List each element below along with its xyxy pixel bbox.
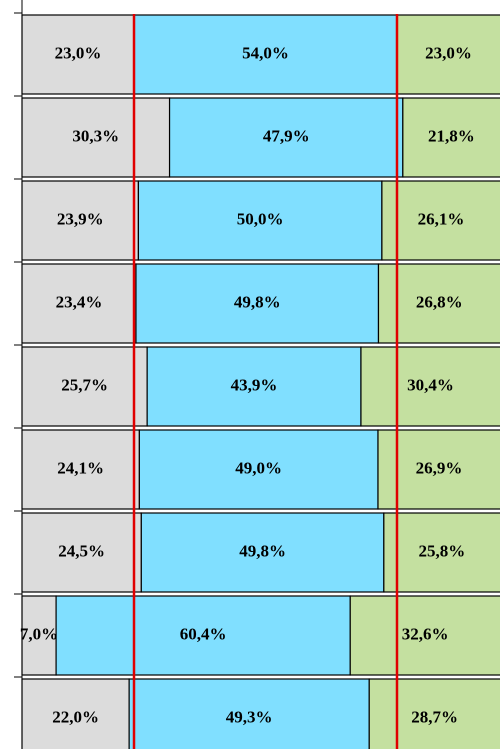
bar-segment [128, 678, 370, 749]
value-label: 25,8% [419, 541, 466, 560]
bar-segment [383, 512, 500, 593]
value-label: 49,0% [235, 458, 282, 477]
value-label: 24,5% [58, 541, 105, 560]
value-label: 32,6% [402, 624, 449, 643]
value-label: 26,1% [418, 209, 465, 228]
value-label: 7,0% [20, 624, 58, 643]
value-label: 54,0% [242, 43, 289, 62]
value-label: 49,3% [226, 707, 273, 726]
value-label: 25,7% [61, 375, 108, 394]
bar-segment [349, 595, 500, 676]
value-label: 47,9% [263, 126, 310, 145]
bar-segment [360, 346, 500, 427]
value-label: 23,0% [425, 43, 472, 62]
value-label: 22,0% [52, 707, 99, 726]
bar-segment [55, 595, 351, 676]
value-label: 30,4% [407, 375, 454, 394]
value-label: 23,9% [57, 209, 104, 228]
value-label: 43,9% [231, 375, 278, 394]
bar-segment [368, 678, 500, 749]
value-label: 23,4% [56, 292, 103, 311]
bar-segment [137, 180, 383, 261]
value-label: 24,1% [57, 458, 104, 477]
bar-segment [21, 429, 140, 510]
bar-segment [168, 97, 404, 178]
value-label: 28,7% [411, 707, 458, 726]
bar-segment [381, 180, 500, 261]
value-label: 49,8% [239, 541, 286, 560]
value-label: 30,3% [72, 126, 119, 145]
bar-segment [21, 14, 135, 95]
value-label: 26,8% [416, 292, 463, 311]
bar-segment [21, 180, 139, 261]
bar-segment [21, 97, 171, 178]
bar-segment [377, 429, 500, 510]
bar-segment [21, 263, 137, 344]
value-label: 23,0% [55, 43, 102, 62]
bar-segment [138, 429, 379, 510]
bar-segment [402, 97, 500, 178]
value-label: 49,8% [234, 292, 281, 311]
bar-segment [135, 263, 380, 344]
value-label: 60,4% [180, 624, 227, 643]
value-label: 26,9% [416, 458, 463, 477]
bar-segment [21, 595, 57, 676]
value-label: 50,0% [237, 209, 284, 228]
bar-segment [21, 678, 130, 749]
bar-segment [377, 263, 500, 344]
bar-segment [133, 14, 398, 95]
value-label: 21,8% [428, 126, 475, 145]
bar-segment [140, 512, 385, 593]
bar-segment [146, 346, 362, 427]
